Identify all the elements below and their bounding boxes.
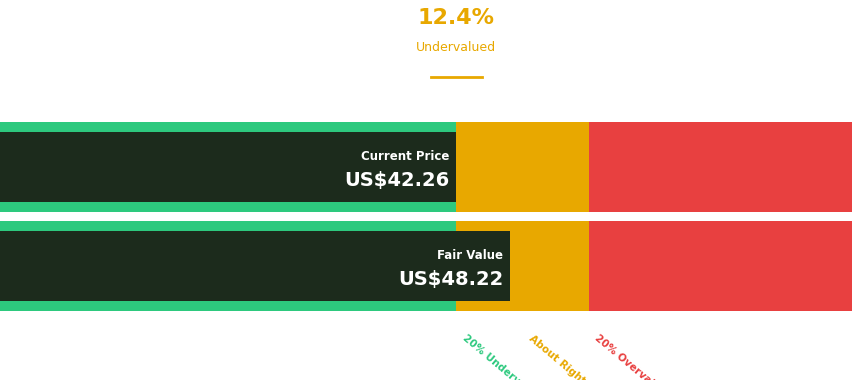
Bar xyxy=(0,231,509,301)
Text: 20% Overvalued: 20% Overvalued xyxy=(592,333,672,380)
Bar xyxy=(588,122,852,212)
Text: Fair Value: Fair Value xyxy=(437,249,503,262)
Bar xyxy=(456,221,588,311)
Text: Undervalued: Undervalued xyxy=(416,41,496,54)
Bar xyxy=(0,132,456,203)
Text: 12.4%: 12.4% xyxy=(417,8,494,28)
Text: About Right: About Right xyxy=(527,333,586,380)
Bar xyxy=(456,122,588,212)
Bar xyxy=(0,221,456,311)
Text: 20% Undervalued: 20% Undervalued xyxy=(460,333,546,380)
Text: US$42.26: US$42.26 xyxy=(344,171,449,190)
Bar xyxy=(588,221,852,311)
Text: US$48.22: US$48.22 xyxy=(398,269,503,288)
Text: Current Price: Current Price xyxy=(360,150,449,163)
Bar xyxy=(0,122,456,212)
